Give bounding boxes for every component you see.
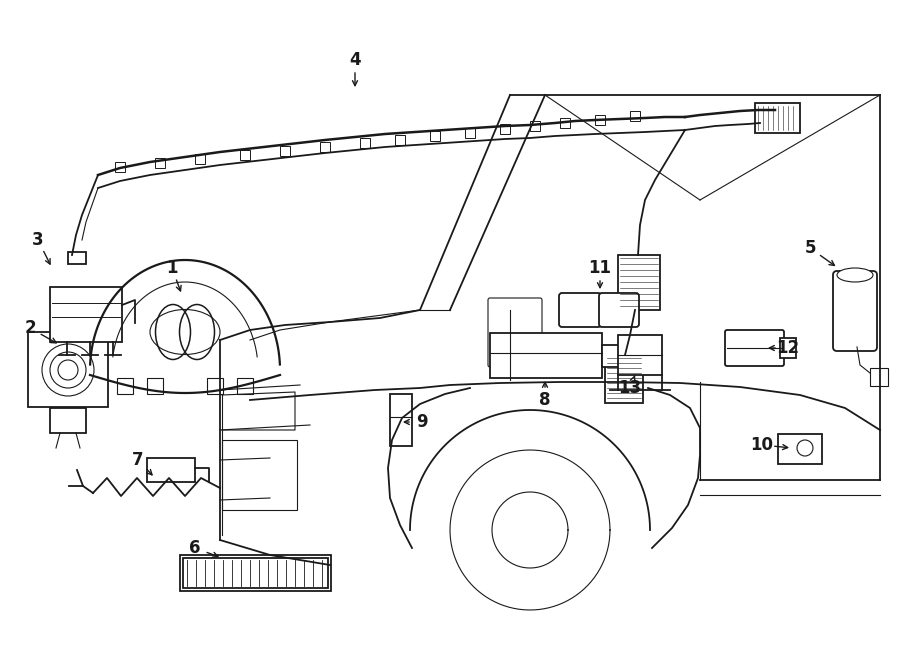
Bar: [117, 378, 133, 394]
Bar: [222, 440, 297, 510]
Bar: [195, 154, 205, 164]
Bar: [490, 333, 602, 378]
Text: 11: 11: [589, 259, 611, 277]
FancyBboxPatch shape: [488, 298, 542, 367]
Text: 1: 1: [166, 259, 178, 277]
Bar: [155, 158, 165, 168]
Bar: [500, 124, 510, 134]
Bar: [605, 355, 643, 403]
Bar: [780, 338, 796, 358]
Text: 3: 3: [32, 231, 44, 249]
Bar: [630, 111, 640, 121]
Bar: [280, 146, 290, 156]
Text: 13: 13: [618, 379, 642, 397]
Bar: [430, 131, 440, 141]
Text: 7: 7: [132, 451, 144, 469]
Text: 2: 2: [24, 319, 36, 337]
Bar: [240, 150, 250, 160]
Bar: [50, 287, 122, 342]
Bar: [320, 142, 330, 152]
Bar: [778, 434, 822, 464]
Bar: [618, 255, 660, 310]
Text: 8: 8: [539, 391, 551, 409]
Bar: [183, 558, 328, 588]
Text: 4: 4: [349, 51, 361, 69]
FancyBboxPatch shape: [833, 271, 877, 351]
Bar: [115, 162, 125, 172]
Bar: [390, 394, 412, 446]
Bar: [560, 118, 570, 128]
Text: 6: 6: [189, 539, 201, 557]
Text: 12: 12: [777, 339, 799, 357]
FancyBboxPatch shape: [599, 293, 639, 327]
Bar: [870, 368, 888, 386]
Bar: [360, 138, 370, 148]
FancyBboxPatch shape: [559, 293, 601, 327]
Bar: [68, 252, 86, 264]
Bar: [465, 128, 475, 138]
Bar: [530, 121, 540, 131]
Bar: [180, 555, 331, 591]
Text: 9: 9: [416, 413, 428, 431]
Ellipse shape: [837, 268, 873, 282]
Bar: [50, 408, 86, 433]
Bar: [28, 332, 108, 407]
Bar: [602, 345, 620, 367]
Bar: [755, 103, 800, 133]
Bar: [595, 115, 605, 125]
Bar: [395, 135, 405, 145]
Text: 5: 5: [805, 239, 815, 257]
Bar: [237, 378, 253, 394]
Bar: [207, 378, 223, 394]
Bar: [147, 378, 163, 394]
Bar: [618, 335, 662, 375]
FancyBboxPatch shape: [725, 330, 784, 366]
Bar: [147, 458, 195, 482]
Text: 10: 10: [751, 436, 773, 454]
